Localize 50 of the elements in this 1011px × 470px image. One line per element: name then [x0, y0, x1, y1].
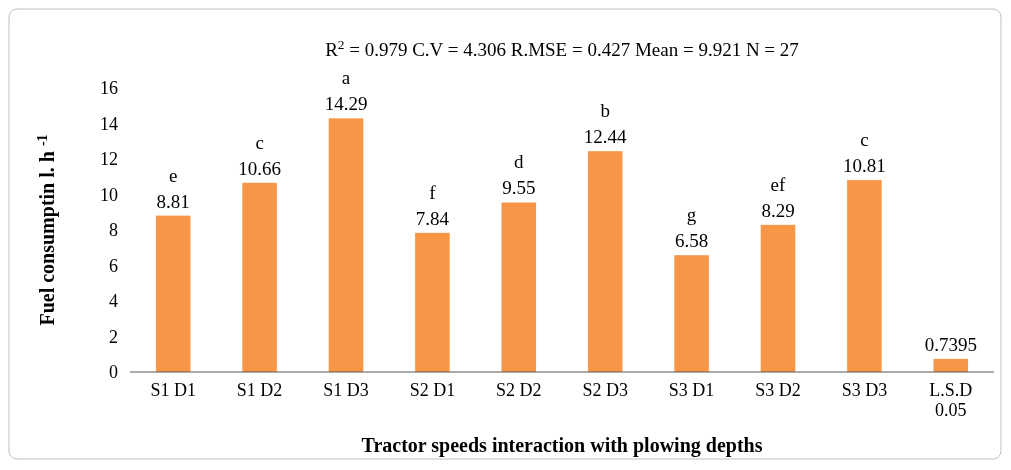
x-tick-label: L.S.D 0.05	[929, 380, 973, 420]
y-tick-label: 2	[109, 326, 118, 347]
y-tick-label: 10	[100, 184, 118, 205]
y-tick-label: 14	[100, 113, 118, 134]
annotation: f	[429, 181, 437, 203]
data-label: 9.55	[502, 177, 536, 199]
y-tick-label: 4	[109, 291, 118, 312]
bar	[328, 118, 364, 372]
x-tick-label: S3 D2	[755, 380, 801, 400]
bar	[933, 358, 969, 372]
y-tick-label: 8	[109, 220, 118, 241]
bar	[760, 224, 796, 372]
x-axis-title: Tractor speeds interaction with plowing depths	[361, 434, 763, 457]
x-tick-label: S3 D3	[841, 380, 888, 400]
bar	[674, 255, 709, 372]
data-label: 10.81	[843, 155, 886, 177]
x-tick-label: S1 D1	[150, 380, 196, 400]
x-tick-label: S2 D3	[582, 380, 628, 400]
y-tick-label: 0	[109, 362, 118, 383]
y-tick-label: 16	[100, 78, 118, 99]
x-tick-label: S2 D2	[496, 380, 542, 400]
data-label: 0.7395	[924, 333, 977, 355]
data-label: 8.81	[156, 190, 190, 212]
data-label: 7.84	[415, 207, 450, 229]
x-tick-label: S2 D1	[409, 380, 456, 400]
annotation: g	[686, 204, 697, 226]
data-label: 6.58	[674, 230, 709, 252]
y-tick-label: 6	[109, 255, 118, 276]
bar	[242, 182, 277, 372]
data-label: 14.29	[324, 93, 368, 115]
data-label: 10.66	[238, 157, 281, 179]
bar	[415, 232, 450, 372]
annotation: d	[514, 151, 525, 173]
annotation: c	[860, 129, 869, 151]
x-tick-label: S3 D1	[668, 380, 715, 400]
annotation: b	[600, 100, 610, 122]
y-tick-label: 12	[100, 149, 118, 170]
x-tick-label: S1 D2	[236, 380, 283, 400]
annotation: c	[255, 131, 264, 153]
x-tick-label: S1 D3	[323, 380, 369, 400]
bar	[155, 215, 191, 372]
annotation: e	[168, 164, 178, 186]
chart-title: R$^{2}$ = 0.979 C.V = 4.306 R.MSE = 0.427 Mean = 9.921 N = 27	[325, 36, 799, 60]
bar	[847, 180, 882, 372]
annotation: ef	[770, 173, 787, 195]
data-label: 12.44	[583, 126, 628, 148]
bar	[587, 151, 623, 372]
data-label: 8.29	[761, 199, 795, 221]
bar	[501, 202, 537, 372]
annotation: a	[341, 67, 351, 89]
